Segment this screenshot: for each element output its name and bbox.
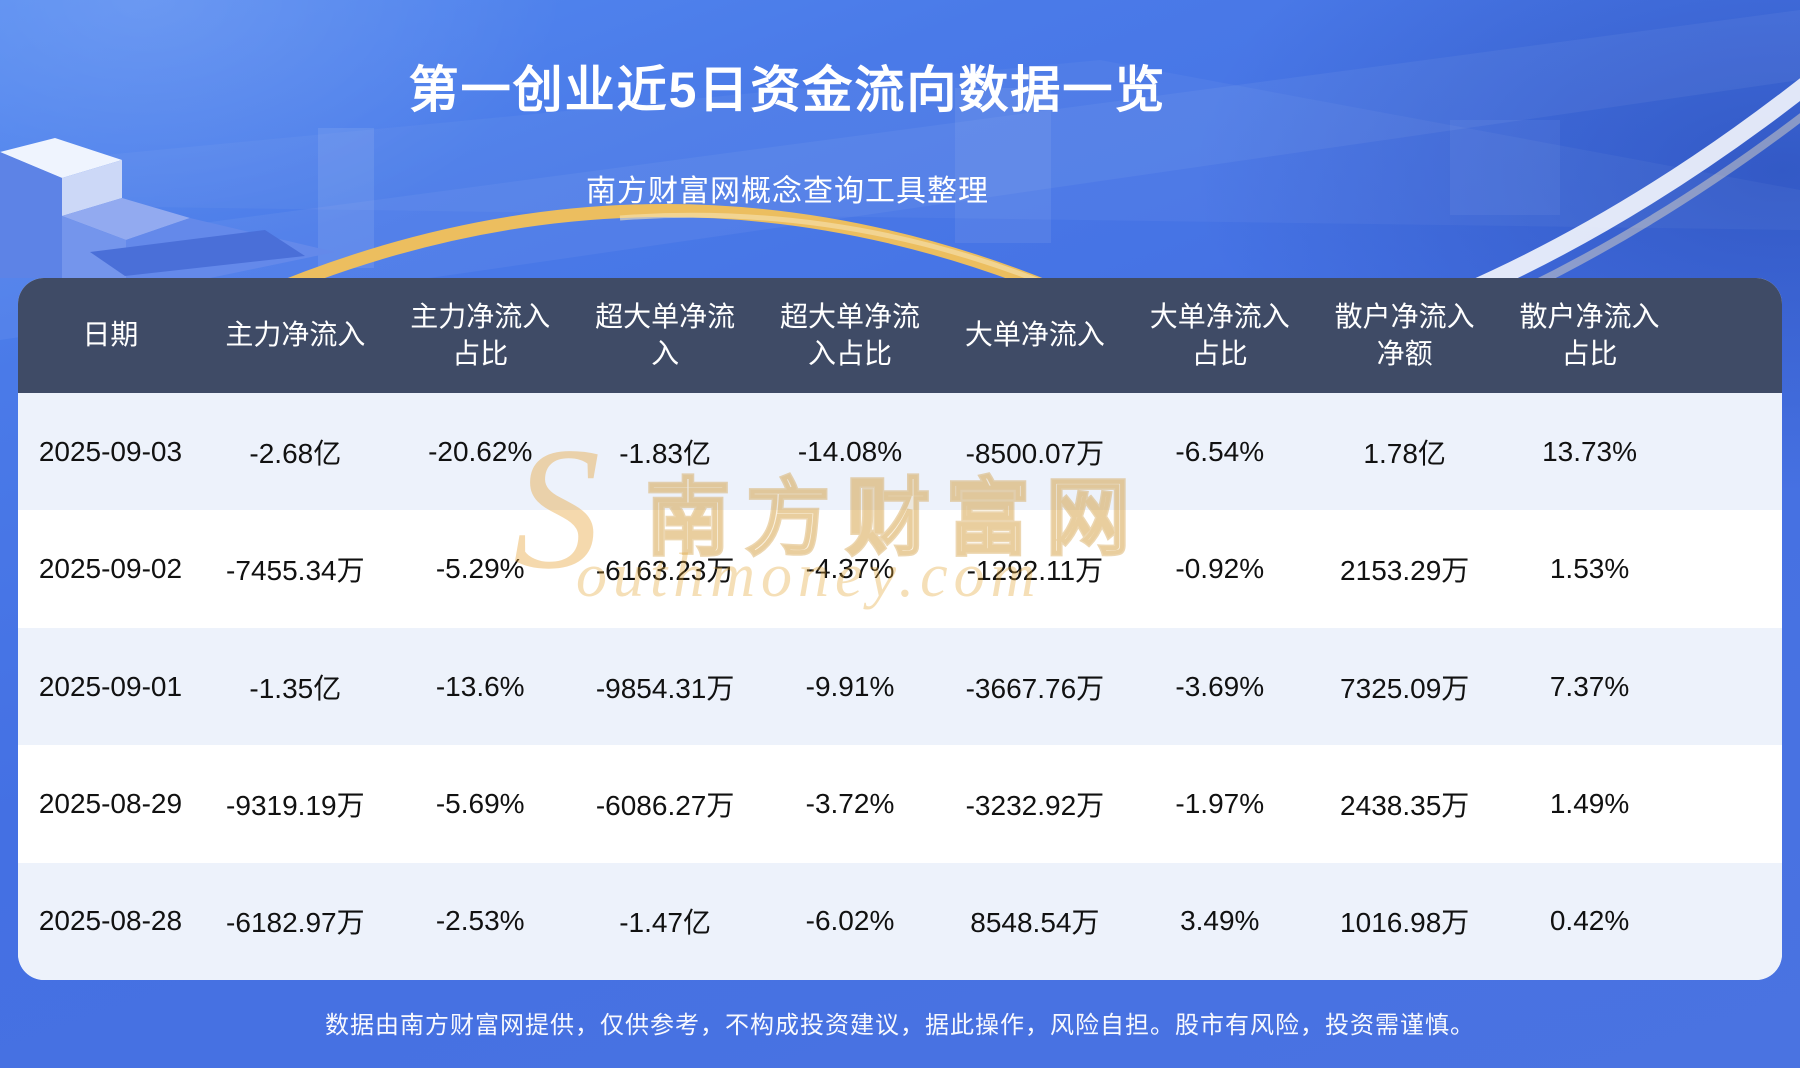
- table-cell: -5.69%: [435, 787, 525, 819]
- table-cell: -6182.97万: [226, 907, 365, 939]
- table-cell: -3232.92万: [965, 789, 1105, 821]
- table-cell: 1.49%: [1549, 787, 1630, 819]
- glass-pane-decoration: [955, 88, 1051, 243]
- table-cell: -3667.76万: [965, 672, 1105, 704]
- hero-header: 第一创业近5日资金流向数据一览 南方财富网概念查询工具整理: [0, 0, 1575, 210]
- table-cell: 7.37%: [1549, 670, 1630, 702]
- table-cell: -2.68亿: [249, 437, 342, 469]
- page-subtitle: 南方财富网概念查询工具整理: [586, 175, 989, 208]
- table-cell: 2153.29万: [1340, 555, 1470, 587]
- column-header-label: 日期: [82, 319, 139, 351]
- column-header-label: 大单净流入占比: [1149, 301, 1290, 369]
- column-header-label: 主力净流入占比: [410, 301, 551, 369]
- table-cell: -9854.31万: [595, 672, 735, 704]
- column-header: 超大单净流入: [573, 278, 758, 393]
- table-row: 2025-09-01 -1.35亿 -13.6% -9854.31万 -9.91…: [18, 627, 1782, 746]
- column-header: 主力净流入占比: [388, 278, 573, 393]
- column-header-label: 超大单净流入占比: [779, 301, 920, 369]
- column-header: 散户净流入占比: [1497, 278, 1682, 393]
- table-cell: -7455.34万: [226, 555, 365, 587]
- table-cell: -1.83亿: [619, 437, 712, 469]
- table-cell: 1016.98万: [1340, 907, 1470, 939]
- table-cell: 3.49%: [1180, 905, 1260, 937]
- column-header-label: 散户净流入占比: [1519, 301, 1660, 369]
- table-cell: 13.73%: [1542, 435, 1638, 467]
- glass-pane-decoration: [318, 128, 374, 268]
- glass-pane-decoration: [1450, 120, 1560, 215]
- disclaimer-text: 数据由南方财富网提供，仅供参考，不构成投资建议，据此操作，风险自担。股市有风险，…: [325, 1012, 1475, 1039]
- light-streak-decoration: [0, 60, 1800, 230]
- table-cell: -1292.11万: [966, 555, 1104, 587]
- table-cell: 1.78亿: [1363, 437, 1446, 469]
- table-cell: 1.53%: [1549, 553, 1630, 585]
- table-cell: 8548.54万: [970, 907, 1100, 939]
- table-cell: -1.47亿: [619, 907, 712, 939]
- table-cell: -13.6%: [435, 670, 525, 702]
- table-cell: -20.62%: [428, 435, 533, 467]
- table-cell: 7325.09万: [1340, 672, 1470, 704]
- table-cell: -3.72%: [805, 787, 895, 819]
- date-cell: 2025-08-28: [38, 905, 183, 937]
- table-cell: -6163.23万: [595, 555, 735, 587]
- table-row: 2025-08-28 -6182.97万 -2.53% -1.47亿 -6.02…: [18, 862, 1782, 980]
- table-row: 2025-09-03 -2.68亿 -20.62% -1.83亿 -14.08%…: [18, 393, 1782, 511]
- column-header-label: 主力净流入: [225, 319, 366, 351]
- date-cell: 2025-09-03: [38, 435, 183, 467]
- date-cell: 2025-09-01: [38, 670, 183, 702]
- column-header-label: 散户净流入净额: [1334, 301, 1475, 369]
- table-cell: -4.37%: [805, 553, 895, 585]
- column-header: 大单净流入占比: [1127, 278, 1312, 393]
- table-cell: -6086.27万: [595, 789, 735, 821]
- table-header-row: 日期 主力净流入 主力净流入占比 超大单净流入 超大单净流入占比 大单净流入 大…: [18, 278, 1782, 393]
- column-header-label: 超大单净流入: [595, 301, 736, 369]
- table-cell: -9319.19万: [226, 789, 365, 821]
- table-cell: -6.02%: [805, 905, 895, 937]
- table-cell: -3.69%: [1175, 670, 1265, 702]
- column-header: 日期: [18, 278, 203, 393]
- light-streak-decoration: [0, 10, 1800, 340]
- building-decoration: [0, 138, 335, 278]
- date-cell: 2025-09-02: [38, 553, 183, 585]
- table-row: 2025-09-02 -7455.34万 -5.29% -6163.23万 -4…: [18, 510, 1782, 628]
- table-cell: -6.54%: [1175, 435, 1265, 467]
- table-cell: 0.42%: [1549, 905, 1630, 937]
- table-cell: 2438.35万: [1340, 789, 1470, 821]
- column-header: 主力净流入: [203, 278, 388, 393]
- table-cell: -5.29%: [435, 553, 525, 585]
- table-cell: -1.97%: [1175, 787, 1265, 819]
- column-header-label: 大单净流入: [964, 319, 1105, 351]
- fund-flow-table: 日期 主力净流入 主力净流入占比 超大单净流入 超大单净流入占比 大单净流入 大…: [18, 278, 1782, 980]
- gold-arc-highlight-decoration: [619, 212, 1087, 303]
- column-header: 散户净流入净额: [1312, 278, 1497, 393]
- column-header: 大单净流入: [942, 278, 1127, 393]
- table-cell: -14.08%: [797, 435, 903, 467]
- table-cell: -8500.07万: [965, 437, 1105, 469]
- table-row: 2025-08-29 -9319.19万 -5.69% -6086.27万 -3…: [18, 745, 1782, 863]
- date-cell: 2025-08-29: [38, 787, 183, 819]
- table-cell: -2.53%: [435, 905, 525, 937]
- table-cell: -1.35亿: [249, 672, 342, 704]
- column-header: 超大单净流入占比: [758, 278, 943, 393]
- table-cell: -0.92%: [1175, 553, 1265, 585]
- page-title: 第一创业近5日资金流向数据一览: [408, 62, 1167, 118]
- table-cell: -9.91%: [805, 670, 895, 702]
